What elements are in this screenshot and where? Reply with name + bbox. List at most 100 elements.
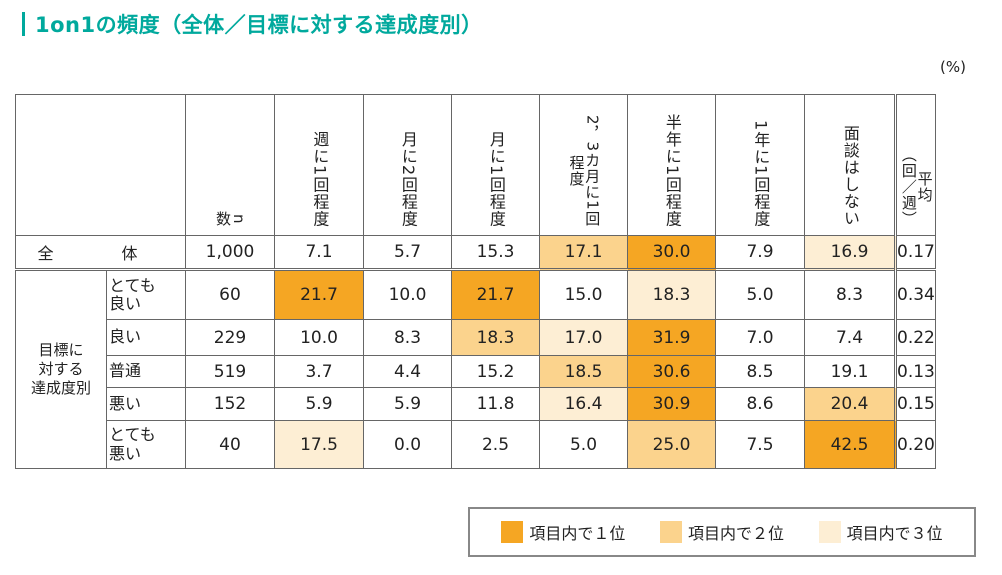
column-header: 1年に1回程度 — [715, 94, 805, 236]
table-cell: 20.4 — [804, 387, 896, 421]
table-cell: 16.4 — [539, 387, 628, 421]
table-cell: 5.9 — [274, 387, 364, 421]
legend-label: 項目内で３位 — [846, 524, 943, 543]
row-label: とても 悪い — [106, 420, 186, 469]
column-header-label: 月に1回程度 — [486, 130, 506, 227]
column-header-line: 月に2回程度 — [398, 130, 418, 227]
table-cell: 15.3 — [451, 235, 540, 270]
table-cell: 15.2 — [451, 355, 540, 388]
table-cell: 18.5 — [539, 355, 628, 388]
table-cell: 17.1 — [539, 235, 628, 270]
row-label-line: 普通 — [109, 361, 142, 381]
table-cell: 0.20 — [894, 420, 936, 469]
column-header-line: 週に1回程度 — [310, 130, 330, 227]
column-header-line: 月に1回程度 — [486, 130, 506, 227]
legend-swatch — [659, 521, 682, 543]
table-cell: 7.1 — [274, 235, 364, 270]
table-cell: 7.5 — [715, 420, 805, 469]
row-label-line: とても — [109, 275, 156, 295]
row-label-line: とても — [109, 425, 156, 445]
column-header: 月に1回程度 — [451, 94, 540, 236]
table-cell: 17.5 — [274, 420, 364, 469]
table-cell: 5.0 — [715, 268, 805, 320]
group-label-line: 達成度別 — [30, 378, 91, 397]
table-cell: 60 — [185, 268, 275, 320]
table-cell: 0.15 — [894, 387, 936, 421]
legend-label: 項目内で２位 — [687, 524, 784, 543]
data-table: n 数 週に1回程度 月に2回程度 月に1回程度 2，3カ月に1回 程度 半年に1回程度 1年に… — [15, 94, 936, 469]
table-cell: 10.0 — [363, 268, 452, 320]
table-cell: 11.8 — [451, 387, 540, 421]
table-cell: 8.3 — [363, 319, 452, 356]
column-header: 平均 （回／週） — [894, 94, 936, 236]
title-block: 1on1の頻度（全体／目標に対する達成度別） — [22, 8, 483, 40]
column-header-line: 面談はしない — [840, 125, 860, 227]
row-label-line: 悪い — [109, 393, 142, 413]
table-cell: 4.4 — [363, 355, 452, 388]
table-cell: 18.3 — [627, 268, 716, 320]
row-label-line: 良い — [109, 327, 142, 347]
corner-cell — [15, 94, 186, 236]
row-label: 普通 — [106, 355, 186, 388]
table-cell: 0.22 — [894, 319, 936, 356]
table-cell: 0.13 — [894, 355, 936, 388]
column-header-label: 1年に1回程度 — [751, 120, 770, 227]
table-cell: 8.5 — [715, 355, 805, 388]
table-cell: 7.9 — [715, 235, 805, 270]
table-cell: 25.0 — [627, 420, 716, 469]
row-label: とても 良い — [106, 268, 186, 320]
table-cell: 10.0 — [274, 319, 364, 356]
table-cell: 2.5 — [451, 420, 540, 469]
table-cell: 0.34 — [894, 268, 936, 320]
table-cell: 18.3 — [451, 319, 540, 356]
legend-swatch — [818, 521, 841, 543]
chart-title: 1on1の頻度（全体／目標に対する達成度別） — [35, 13, 483, 37]
legend-swatch — [501, 521, 524, 543]
table-row: 良い 229 10.0 8.3 18.3 17.0 31.9 7.0 7.4 0.22 — [16, 319, 936, 356]
group-label-line: 目標に — [38, 341, 84, 360]
unit-label: (%) — [940, 58, 966, 76]
table-cell: 5.7 — [363, 235, 452, 270]
table-cell: 7.0 — [715, 319, 805, 356]
table-cell: 21.7 — [274, 268, 364, 320]
column-header-label: 平均 （回／週） — [899, 147, 934, 227]
header-row: n 数 週に1回程度 月に2回程度 月に1回程度 2，3カ月に1回 程度 半年に1回程度 1年に… — [15, 94, 936, 236]
table-cell: 152 — [185, 387, 275, 421]
table-cell: 1,000 — [185, 235, 275, 270]
table-cell: 31.9 — [627, 319, 716, 356]
group-label: 目標に 対する 達成度別 — [15, 268, 107, 469]
table-cell: 8.6 — [715, 387, 805, 421]
column-header-line: 平均 — [915, 171, 934, 203]
row-label-line: 良い — [109, 294, 142, 313]
column-header-line: 程度 — [567, 155, 586, 188]
table-cell: 30.0 — [627, 235, 716, 270]
table-row: 目標に 対する 達成度別 とても 良い 60 21.7 10.0 21.7 15.0 18.3 5.0… — [15, 268, 936, 469]
column-header-line: 数 — [214, 211, 232, 227]
column-header: 週に1回程度 — [274, 94, 364, 236]
table-cell: 42.5 — [804, 420, 896, 469]
row-label-line: 悪い — [109, 443, 142, 463]
table-cell: 16.9 — [804, 235, 896, 270]
column-header-line: n — [229, 213, 248, 225]
row-label: 悪い — [106, 387, 186, 421]
table-cell: 8.3 — [804, 268, 896, 320]
column-header: 半年に1回程度 — [627, 94, 716, 236]
table-cell: 19.1 — [804, 355, 896, 388]
column-header-label: 半年に1回程度 — [662, 113, 682, 227]
column-header: 月に2回程度 — [363, 94, 452, 236]
column-header-line: 半年に1回程度 — [662, 113, 682, 227]
column-header-label: 2，3カ月に1回 程度 — [567, 115, 602, 227]
row-label: 良い — [106, 319, 186, 356]
legend-item: 項目内で１位 — [501, 520, 625, 544]
total-row: 全 体 1,000 7.1 5.7 15.3 17.1 30.0 7.9 16.9 0.17 — [15, 235, 936, 270]
table-cell: 3.7 — [274, 355, 364, 388]
column-header-line: （回／週） — [899, 147, 918, 227]
legend-label: 項目内で１位 — [529, 524, 626, 543]
total-row-label: 全 体 — [15, 235, 186, 270]
table-cell: 40 — [185, 420, 275, 469]
table-cell: 7.4 — [804, 319, 896, 356]
legend-item: 項目内で３位 — [818, 520, 943, 544]
table-cell: 17.0 — [539, 319, 628, 356]
